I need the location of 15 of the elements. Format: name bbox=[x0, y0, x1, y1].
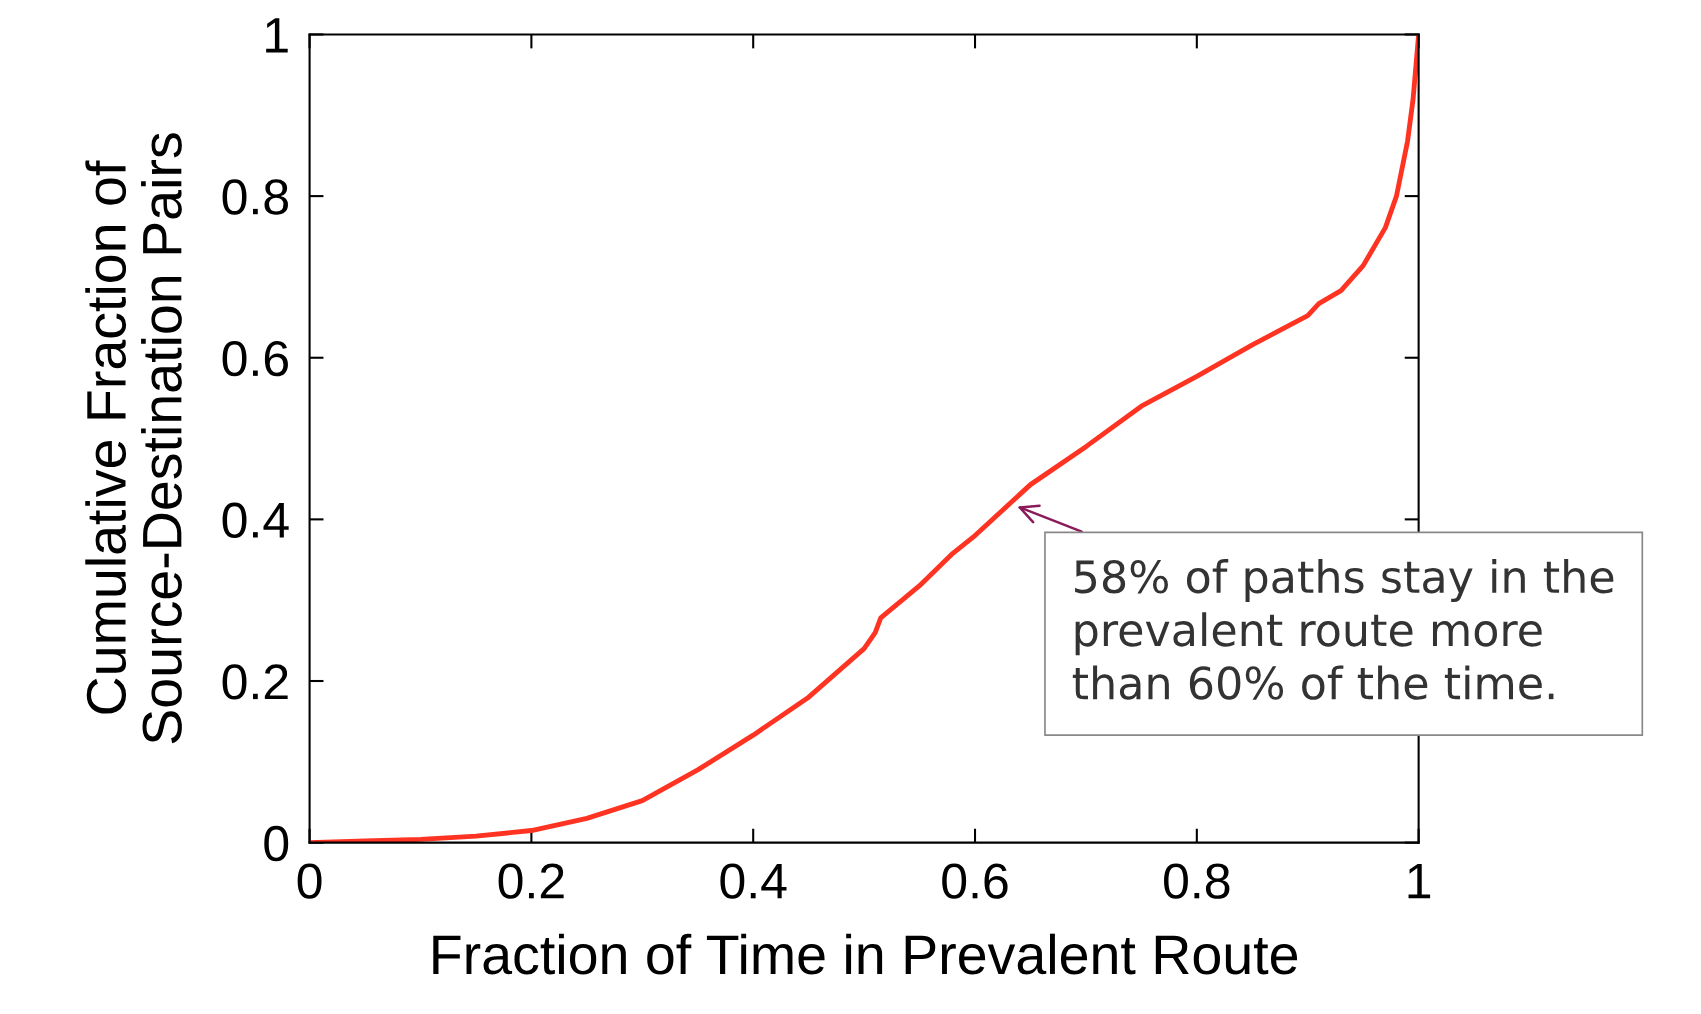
y-tick-label: 0 bbox=[264, 825, 289, 862]
annotation: 58% of paths stay in the prevalent route more than 60% of the time. bbox=[1072, 559, 1614, 700]
x-tick-label: 1 bbox=[1408, 863, 1431, 899]
x-tick-label: 0.8 bbox=[1164, 863, 1230, 899]
y-tick-label: 0.2 bbox=[222, 664, 288, 700]
x-tick-label: 0 bbox=[297, 863, 322, 899]
y-tick-label: 0.8 bbox=[222, 179, 288, 215]
y-tick-label: 1 bbox=[266, 18, 288, 53]
x-tick-label: 0.6 bbox=[942, 863, 1008, 899]
y-tick-label: 0.6 bbox=[222, 340, 288, 377]
x-axis-title: Fraction of Time in Prevalent Route bbox=[433, 933, 1298, 975]
x-tick-label: 0.2 bbox=[498, 863, 564, 899]
x-tick-label: 0.4 bbox=[720, 863, 787, 899]
y-tick-label: 0.4 bbox=[222, 502, 289, 538]
y-axis-title: Cumulative Fraction of Source-Destination Pairs bbox=[85, 133, 182, 744]
